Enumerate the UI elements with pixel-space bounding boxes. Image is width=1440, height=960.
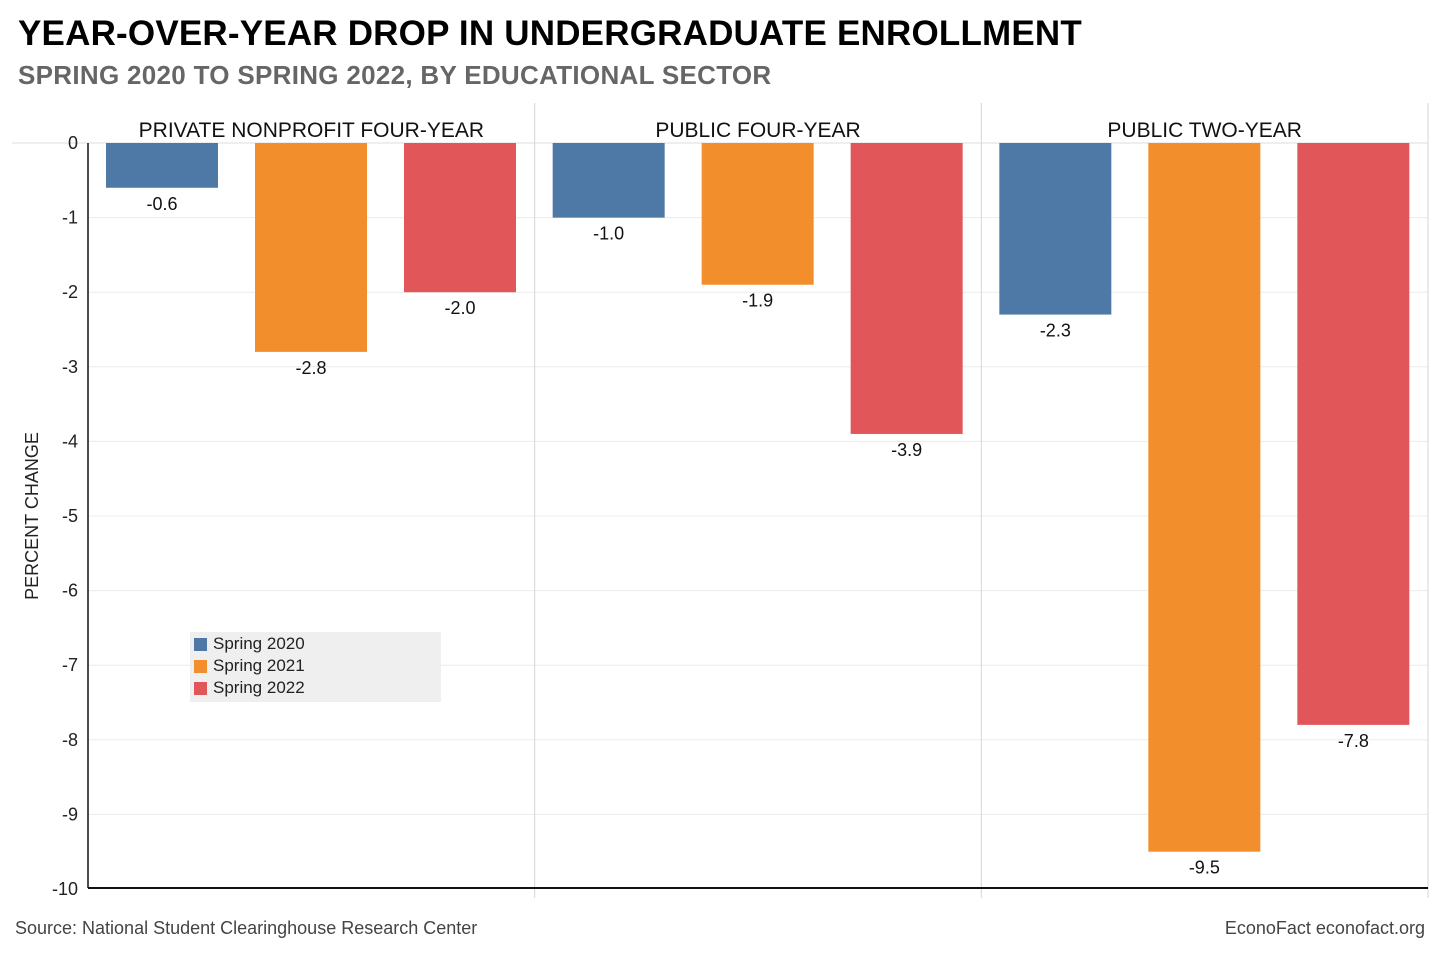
y-axis-label: PERCENT CHANGE — [22, 432, 42, 600]
bar — [552, 143, 665, 218]
data-label: -3.9 — [891, 440, 922, 460]
bar — [404, 143, 516, 293]
legend-swatch — [194, 659, 207, 673]
y-tick-label: -10 — [52, 879, 78, 899]
data-label: -7.8 — [1338, 731, 1369, 751]
y-tick-label: -4 — [62, 431, 78, 451]
legend-label: Spring 2022 — [213, 678, 305, 697]
bar-layer: -0.6 -2.8 -2.0 -1.0 -1.9 -3.9 -2.3 -9.5 -7.8 — [106, 143, 1410, 878]
data-label: -1.0 — [593, 224, 624, 244]
chart-area: PRIVATE NONPROFIT FOUR-YEAR PUBLIC FOUR-Y… — [12, 103, 1429, 899]
panel-header: PUBLIC FOUR-YEAR — [655, 119, 860, 142]
data-label: -0.6 — [146, 194, 177, 214]
credit-note: EconoFact econofact.org — [1224, 918, 1425, 938]
y-tick-label: -2 — [62, 282, 78, 302]
source-note: Source: National Student Clearinghouse R… — [15, 918, 478, 938]
chart-subtitle: SPRING 2020 TO SPRING 2022, BY EDUCATION… — [18, 60, 772, 90]
data-label: -2.8 — [295, 358, 326, 378]
y-tick-label: -1 — [62, 208, 78, 228]
legend-swatch — [194, 637, 207, 651]
y-tick-label: -9 — [62, 804, 78, 824]
y-tick-label: -7 — [62, 655, 78, 675]
data-label: -2.0 — [444, 298, 475, 318]
legend-item: Spring 2020 — [190, 633, 441, 655]
y-tick-label: -8 — [62, 730, 78, 750]
chart-title: YEAR-OVER-YEAR DROP IN UNDERGRADUATE ENR… — [18, 14, 1082, 53]
panel-layer: PRIVATE NONPROFIT FOUR-YEAR PUBLIC FOUR-Y… — [139, 103, 1429, 898]
data-label: -9.5 — [1189, 858, 1220, 878]
axis-layer: 0 -1 -2 -3 -4 -5 -6 -7 -8 -9 -10 — [52, 133, 1428, 899]
panel-header: PRIVATE NONPROFIT FOUR-YEAR — [139, 119, 484, 142]
y-tick-label: -5 — [62, 506, 78, 526]
legend-label: Spring 2020 — [213, 634, 305, 653]
bar — [999, 143, 1112, 315]
legend-label: Spring 2021 — [213, 656, 305, 675]
legend-swatch — [194, 681, 207, 695]
legend: Spring 2020 Spring 2021 Spring 2022 — [190, 632, 441, 702]
bar — [255, 143, 367, 352]
data-label: -1.9 — [742, 291, 773, 311]
bar — [701, 143, 814, 285]
bar — [850, 143, 963, 434]
panel-header: PUBLIC TWO-YEAR — [1107, 119, 1301, 142]
legend-item: Spring 2022 — [190, 677, 441, 699]
legend-item: Spring 2021 — [190, 655, 441, 677]
data-label: -2.3 — [1040, 321, 1071, 341]
y-tick-label: 0 — [68, 133, 78, 153]
y-tick-label: -6 — [62, 581, 78, 601]
bar — [1148, 143, 1261, 852]
y-tick-label: -3 — [62, 357, 78, 377]
bar — [106, 143, 218, 188]
bar — [1297, 143, 1410, 725]
